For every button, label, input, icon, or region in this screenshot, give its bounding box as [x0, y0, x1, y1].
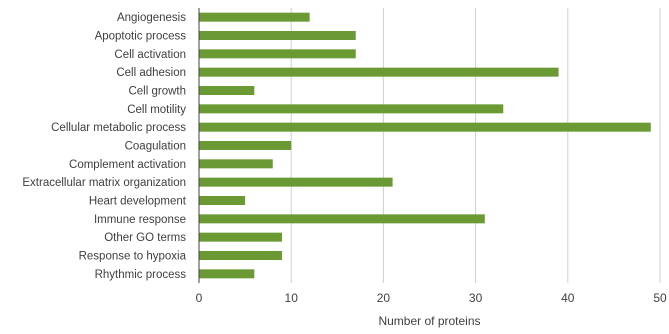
x-tick-label: 20 — [377, 291, 391, 305]
bar-13 — [199, 251, 282, 260]
category-label: Cell growth — [128, 86, 186, 98]
category-label: Other GO terms — [104, 232, 186, 244]
category-label: Rhythmic process — [95, 269, 187, 281]
x-tick-label: 40 — [561, 291, 575, 305]
x-tick-label: 30 — [469, 291, 483, 305]
bar-10 — [199, 196, 246, 205]
gridlines — [290, 8, 661, 283]
bar-0 — [199, 12, 310, 22]
category-label: Complement activation — [69, 159, 186, 171]
bar-7 — [199, 141, 292, 150]
category-label: Apoptotic process — [95, 31, 187, 43]
bar-11 — [199, 214, 485, 224]
x-tick-label: 0 — [196, 291, 203, 305]
bar-14 — [199, 269, 255, 279]
x-tick-labels: 0 10 20 30 40 50 — [196, 291, 667, 305]
category-label: Cellular metabolic process — [51, 122, 186, 134]
bar-12 — [199, 232, 282, 242]
category-labels: Angiogenesis Apoptotic process Cell activa… — [22, 12, 186, 281]
category-label: Angiogenesis — [117, 12, 186, 24]
bar-5 — [199, 104, 504, 114]
bar-9 — [199, 177, 393, 187]
bar-8 — [199, 159, 273, 169]
category-label: Cell adhesion — [116, 67, 186, 79]
category-label: Response to hypoxia — [79, 251, 187, 263]
x-tick-label: 50 — [653, 291, 667, 305]
category-label: Immune response — [94, 214, 186, 226]
category-label: Extracellular matrix organization — [22, 177, 186, 189]
category-label: Cell motility — [127, 104, 186, 116]
category-label: Cell activation — [114, 49, 186, 61]
category-label: Heart development — [89, 196, 187, 208]
bar-2 — [199, 49, 356, 59]
bar-3 — [199, 67, 559, 77]
bars — [199, 12, 651, 279]
x-axis-title: Number of proteins — [378, 314, 480, 328]
bar-1 — [199, 31, 356, 40]
x-tick-label: 10 — [285, 291, 299, 305]
bar-4 — [199, 86, 255, 95]
bar-6 — [199, 122, 651, 132]
category-label: Coagulation — [125, 141, 186, 153]
